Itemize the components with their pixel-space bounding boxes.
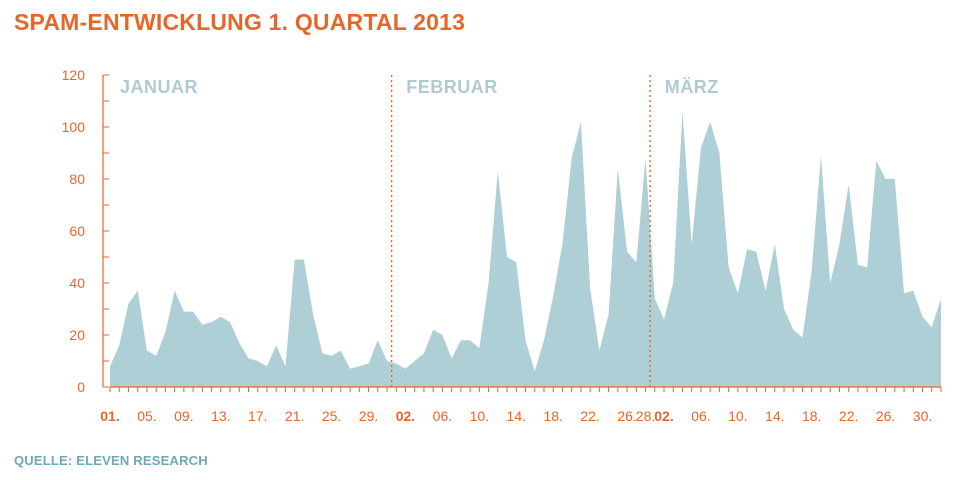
x-tick-label: 14. [765, 408, 784, 424]
x-tick-label: 29. [359, 408, 378, 424]
month-label: MÄRZ [665, 77, 719, 97]
x-tick-label: 06. [433, 408, 452, 424]
month-label: FEBRUAR [406, 77, 498, 97]
x-tick-label: 13. [211, 408, 230, 424]
x-tick-label: 25. [322, 408, 341, 424]
x-tick-label: 17. [248, 408, 267, 424]
source-note: QUELLE: ELEVEN RESEARCH [14, 453, 208, 468]
x-tick-label: 01. [100, 408, 119, 424]
x-tick-label: 14. [507, 408, 526, 424]
x-tick-label: 10. [470, 408, 489, 424]
x-tick-label: 28. [636, 408, 655, 424]
x-tick-label: 02. [396, 408, 415, 424]
x-tick-label: 06. [691, 408, 710, 424]
x-tick-label: 22. [839, 408, 858, 424]
y-axis-ticks: 0 20 40 60 80 100 120 [62, 67, 109, 395]
x-tick-label: 05. [137, 408, 156, 424]
x-tick-label: 26. [876, 408, 895, 424]
month-labels: JANUAR FEBRUAR MÄRZ [120, 77, 719, 97]
x-tick-label: 10. [728, 408, 747, 424]
y-tick-label: 60 [69, 223, 85, 239]
area-chart: 0 20 40 60 80 100 120 01. 05. 09. 13. 17. 21. 25. 29.… [62, 67, 942, 424]
x-tick-label: 21. [285, 408, 304, 424]
y-tick-label: 80 [69, 171, 85, 187]
x-tick-label: 30. [913, 408, 932, 424]
x-tick-label: 22. [580, 408, 599, 424]
x-tick-label: 18. [802, 408, 821, 424]
x-tick-label: 18. [543, 408, 562, 424]
area-layer [110, 111, 941, 388]
x-tick-label: 09. [174, 408, 193, 424]
month-dividers [390, 75, 651, 387]
y-tick-label: 100 [62, 119, 86, 135]
x-tick-label: 02. [654, 408, 673, 424]
month-label: JANUAR [120, 77, 198, 97]
y-tick-label: 120 [62, 67, 86, 83]
spam-area [110, 111, 941, 388]
y-tick-label: 20 [69, 327, 85, 343]
x-axis-ticks: 01. 05. 09. 13. 17. 21. 25. 29. 02. 06. 10. 14. 18. 2… [100, 387, 942, 424]
chart-title: SPAM-ENTWICKLUNG 1. QUARTAL 2013 [14, 9, 466, 35]
x-tick-label: 26. [617, 408, 636, 424]
y-tick-label: 40 [69, 275, 85, 291]
y-tick-label: 0 [77, 379, 85, 395]
